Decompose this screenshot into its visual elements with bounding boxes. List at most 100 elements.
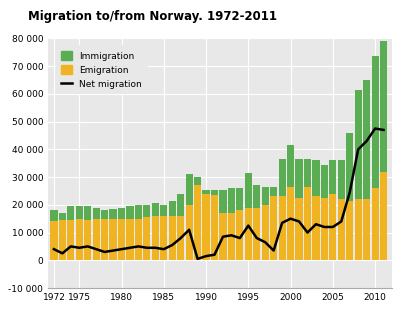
Net migration [373, 127, 378, 131]
Net migration [52, 247, 56, 251]
Bar [354, 90, 362, 260]
Bar [304, 187, 311, 260]
Bar [346, 133, 353, 260]
Net migration [60, 252, 65, 255]
Bar [67, 206, 74, 260]
Net migration [305, 231, 310, 235]
Bar [186, 174, 193, 260]
Net migration [212, 253, 217, 257]
Bar [304, 159, 311, 260]
Bar [160, 216, 167, 260]
Net migration [330, 225, 335, 229]
Bar [380, 172, 387, 260]
Bar [211, 189, 218, 260]
Bar [110, 219, 117, 260]
Bar [59, 220, 66, 260]
Bar [186, 205, 193, 260]
Net migration [322, 225, 327, 229]
Bar [126, 219, 134, 260]
Bar [126, 206, 134, 260]
Net migration [288, 217, 293, 220]
Net migration [297, 220, 302, 223]
Bar [312, 196, 320, 260]
Bar [169, 216, 176, 260]
Bar [245, 173, 252, 260]
Bar [101, 210, 108, 260]
Bar [194, 185, 201, 260]
Bar [287, 187, 294, 260]
Bar [236, 188, 244, 260]
Net migration [94, 247, 98, 251]
Net migration [254, 236, 259, 240]
Bar [118, 219, 125, 260]
Bar [338, 160, 345, 260]
Bar [76, 206, 83, 260]
Net migration [271, 249, 276, 252]
Bar [236, 210, 244, 260]
Bar [76, 219, 83, 260]
Net migration [339, 220, 344, 223]
Bar [329, 160, 336, 260]
Net migration [246, 224, 251, 228]
Net migration [220, 235, 225, 239]
Bar [160, 205, 167, 260]
Bar [270, 187, 277, 260]
Net migration [347, 190, 352, 194]
Net migration [111, 249, 116, 252]
Bar [92, 219, 100, 260]
Net migration [178, 236, 183, 240]
Bar [177, 216, 184, 260]
Bar [372, 56, 379, 260]
Bar [152, 216, 159, 260]
Net migration [77, 246, 82, 250]
Net migration [381, 128, 386, 132]
Bar [296, 159, 303, 260]
Bar [346, 201, 353, 260]
Net migration [144, 246, 149, 250]
Net migration [128, 246, 132, 250]
Bar [287, 145, 294, 260]
Bar [50, 210, 58, 260]
Bar [329, 194, 336, 260]
Bar [262, 187, 269, 260]
Bar [101, 219, 108, 260]
Bar [92, 208, 100, 260]
Net migration [204, 254, 208, 258]
Net migration [364, 139, 369, 143]
Bar [228, 213, 235, 260]
Bar [84, 220, 91, 260]
Bar [143, 205, 150, 260]
Bar [296, 198, 303, 260]
Bar [354, 199, 362, 260]
Net migration [136, 244, 141, 248]
Bar [118, 208, 125, 260]
Net migration [153, 246, 158, 250]
Bar [363, 80, 370, 260]
Bar [202, 194, 210, 260]
Bar [278, 159, 286, 260]
Bar [50, 221, 58, 260]
Bar [321, 198, 328, 260]
Bar [169, 201, 176, 260]
Bar [338, 199, 345, 260]
Net migration [229, 233, 234, 237]
Bar [152, 204, 159, 260]
Bar [278, 196, 286, 260]
Bar [211, 195, 218, 260]
Bar [135, 205, 142, 260]
Net migration [85, 244, 90, 248]
Line: Net migration: Net migration [54, 129, 384, 259]
Bar [219, 189, 226, 260]
Bar [270, 196, 277, 260]
Bar [194, 177, 201, 260]
Bar [84, 206, 91, 260]
Bar [67, 220, 74, 260]
Bar [177, 194, 184, 260]
Bar [219, 213, 226, 260]
Net migration [187, 228, 192, 232]
Bar [372, 188, 379, 260]
Net migration [170, 243, 175, 247]
Bar [380, 41, 387, 260]
Net migration [195, 257, 200, 261]
Text: Migration to/from Norway. 1972-2011: Migration to/from Norway. 1972-2011 [28, 10, 277, 23]
